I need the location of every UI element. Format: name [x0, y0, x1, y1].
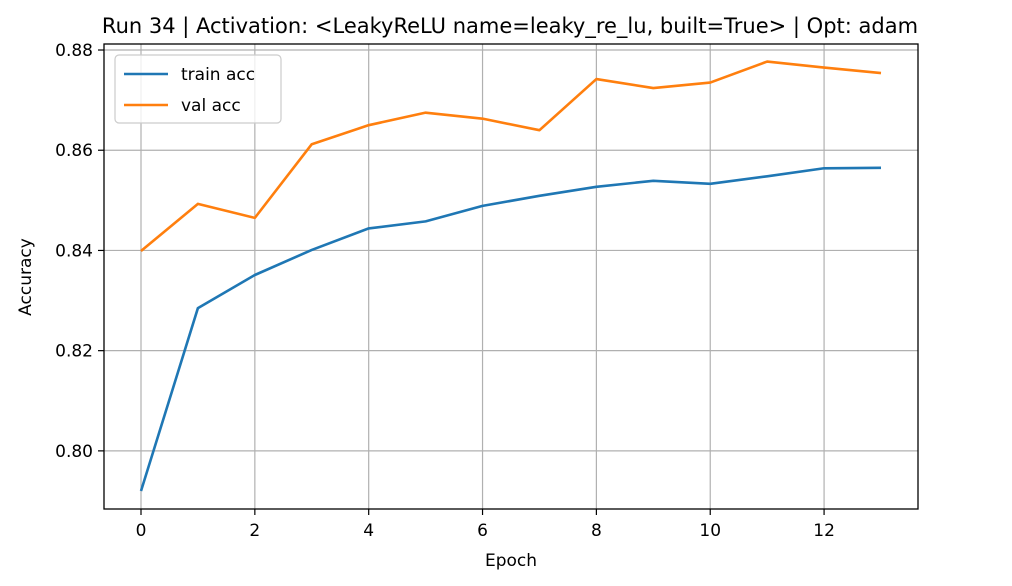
x-axis-label: Epoch	[485, 551, 537, 571]
y-tick-label: 0.88	[55, 41, 93, 61]
legend: train acc val acc	[114, 54, 282, 124]
y-axis-label: Accuracy	[16, 238, 36, 316]
grid	[104, 44, 918, 509]
y-tick-label: 0.84	[55, 241, 93, 261]
y-tick-label: 0.86	[55, 141, 93, 161]
x-tick-label: 12	[813, 521, 835, 541]
series-line-train-acc	[139, 166, 882, 492]
legend-label: train acc	[181, 65, 255, 85]
x-tick-label: 10	[699, 521, 721, 541]
y-axis-ticks: 0.80 0.82 0.84 0.86 0.88	[55, 41, 104, 462]
x-tick-label: 4	[363, 521, 374, 541]
x-tick-label: 2	[249, 521, 260, 541]
x-tick-label: 8	[591, 521, 602, 541]
x-axis-ticks: 0 2 4 6 8 10 12	[136, 509, 835, 541]
legend-label: val acc	[181, 96, 241, 116]
x-tick-label: 0	[136, 521, 147, 541]
x-tick-label: 6	[477, 521, 488, 541]
y-tick-label: 0.80	[55, 442, 93, 462]
plot-frame	[103, 43, 919, 510]
y-tick-label: 0.82	[55, 342, 93, 362]
series-line-val-acc	[140, 60, 882, 252]
series-lines	[139, 60, 882, 492]
chart-title: Run 34 | Activation: <LeakyReLU name=lea…	[102, 14, 918, 39]
